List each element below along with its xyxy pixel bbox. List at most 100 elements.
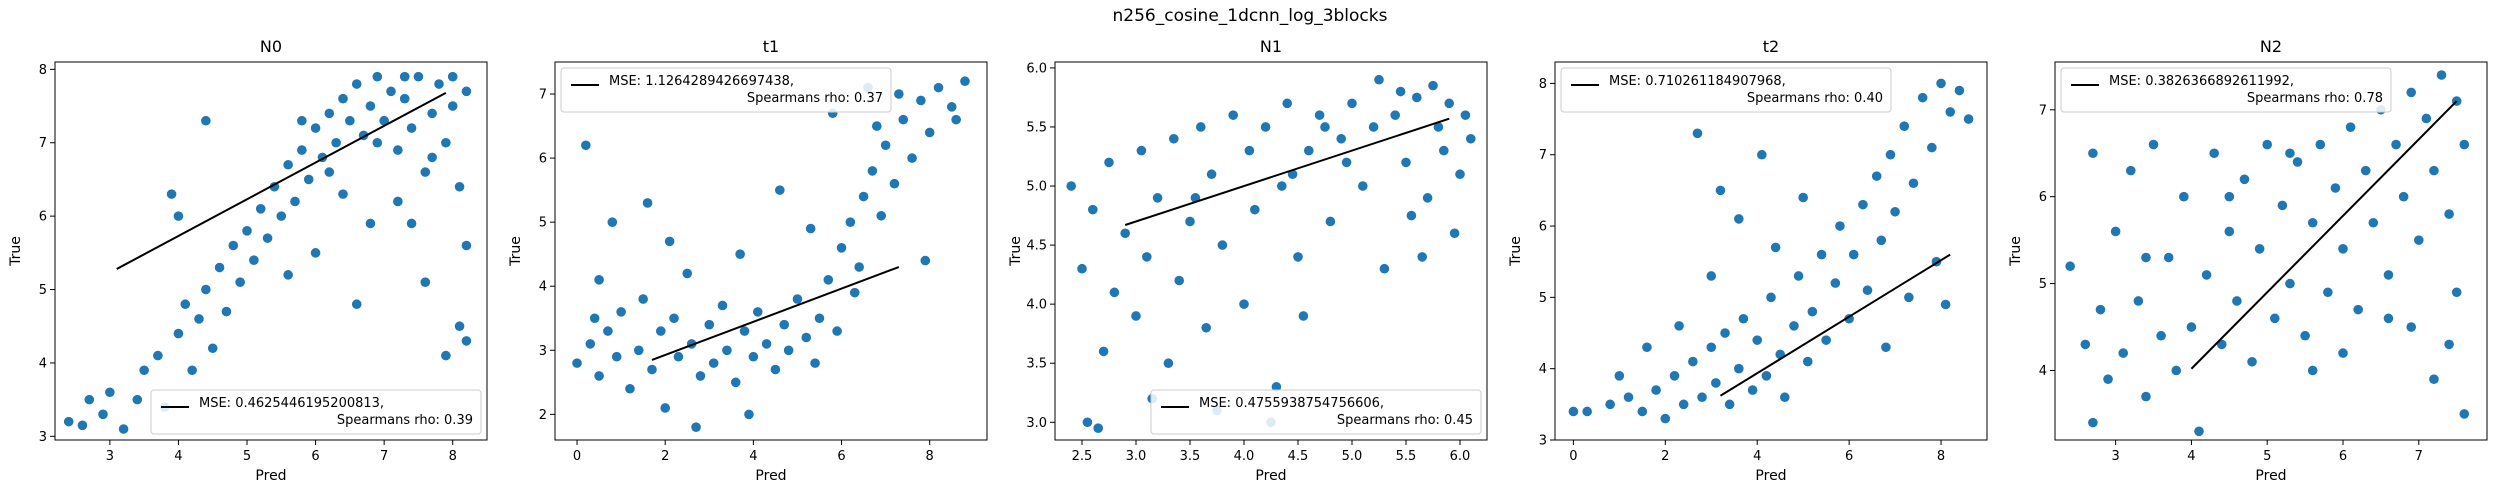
y-tick-label: 6 <box>539 152 547 167</box>
legend: MSE: 0.4755938754756606, Spearmans rho: 0… <box>1150 389 1482 435</box>
scatter-point <box>2413 235 2424 245</box>
scatter-point <box>297 145 307 155</box>
scatter-point <box>2179 191 2189 202</box>
scatter-point <box>2224 226 2235 237</box>
scatter-point <box>461 86 472 97</box>
scatter-point <box>221 306 232 317</box>
scatter-point <box>2141 391 2151 402</box>
scatter-point <box>673 351 684 362</box>
scatter-points <box>2065 70 2470 437</box>
scatter-point <box>1088 204 1098 215</box>
scatter-point <box>933 82 944 93</box>
scatter-point <box>420 167 431 177</box>
scatter-point <box>704 319 715 330</box>
scatter-point <box>1711 378 1721 388</box>
scatter-point <box>276 211 287 221</box>
scatter-point <box>63 416 74 427</box>
scatter-point <box>2262 139 2273 150</box>
scatter-point <box>871 121 882 131</box>
scatter-point <box>1885 149 1896 160</box>
scatter-point <box>633 345 644 356</box>
scatter-point <box>1239 299 1249 309</box>
subplot-t1: t1 0 2 4 6 8 2 3 4 5 6 7 Pred True MSE: 1.126428942669… <box>508 37 988 484</box>
scatter-point <box>447 101 458 111</box>
scatter-point <box>139 365 149 376</box>
scatter-point <box>880 140 891 151</box>
x-tick-label: 8 <box>1937 449 1945 464</box>
legend-box <box>1560 67 1892 113</box>
scatter-point <box>187 365 197 376</box>
scatter-point <box>324 108 335 119</box>
legend-rho: Spearmans rho: 0.37 <box>747 91 883 106</box>
scatter-point <box>616 307 626 317</box>
y-tick-label: 5 <box>39 283 47 298</box>
scatter-point <box>1734 214 1744 224</box>
legend-box <box>150 389 482 435</box>
legend-mse: MSE: 0.710261184907968, <box>1609 74 1786 89</box>
scatter-point <box>461 240 472 251</box>
axes-frame <box>2054 61 2488 441</box>
scatter-point <box>585 339 596 349</box>
scatter-point <box>2156 330 2166 341</box>
scatter-point <box>1881 342 1891 353</box>
scatter-point <box>2391 139 2401 150</box>
scatter-point <box>907 153 917 163</box>
y-tick-label: 6.0 <box>1026 61 1047 76</box>
scatter-point <box>1131 311 1141 321</box>
scatter-point <box>960 76 970 87</box>
scatter-point <box>2224 191 2235 202</box>
scatter-point <box>1802 356 1813 367</box>
scatter-point <box>2216 339 2227 350</box>
scatter-point <box>365 218 376 229</box>
y-tick-label: 7 <box>1539 148 1547 163</box>
scatter-point <box>98 409 108 420</box>
scatter-point <box>290 196 300 207</box>
scatter-point <box>2429 165 2439 176</box>
scatter-point <box>2406 87 2417 98</box>
scatter-point <box>1940 299 1951 310</box>
scatter-point <box>730 377 741 388</box>
scatter-point <box>898 114 909 125</box>
scatter-point <box>1917 92 1928 103</box>
x-tick-label: 4 <box>1753 449 1761 464</box>
scatter-point <box>132 394 143 405</box>
scatter-point <box>607 217 618 227</box>
scatter-point <box>1706 271 1717 281</box>
scatter-point <box>717 300 728 311</box>
scatter-point <box>1401 157 1411 168</box>
y-tick-label: 6 <box>2039 190 2047 205</box>
scatter-point <box>647 364 657 375</box>
scatter-point <box>1163 358 1174 369</box>
y-tick-label: 6 <box>39 210 47 225</box>
scatter-point <box>1206 169 1217 180</box>
scatter-point <box>399 93 410 104</box>
scatter-point <box>166 189 177 199</box>
scatter-point <box>1169 133 1179 144</box>
scatter-point <box>2383 313 2394 324</box>
scatter-point <box>77 420 88 431</box>
x-axis-label: Pred <box>2255 468 2286 484</box>
x-tick-label: 3 <box>2111 449 2119 464</box>
scatter-point <box>2368 217 2379 228</box>
scatter-point <box>792 294 803 304</box>
scatter-point <box>201 115 211 126</box>
scatter-point <box>638 294 648 304</box>
legend-mse: MSE: 0.4755938754756606, <box>1199 396 1384 411</box>
scatter-point <box>867 166 878 176</box>
scatter-point <box>2247 356 2257 367</box>
scatter-point <box>1779 392 1790 403</box>
scatter-point <box>1862 285 1873 296</box>
scatter-point <box>310 123 321 133</box>
scatter-point <box>1669 371 1680 381</box>
scatter-point <box>2095 304 2106 315</box>
scatter-point <box>2118 348 2129 358</box>
scatter-point <box>1738 313 1749 324</box>
scatter-point <box>1724 399 1735 410</box>
y-tick-label: 4 <box>39 356 47 371</box>
scatter-point <box>836 242 847 253</box>
scatter-point <box>1752 335 1763 345</box>
scatter-point <box>1304 145 1314 156</box>
scatter-point <box>1228 110 1238 120</box>
x-tick-label: 0 <box>1569 449 1577 464</box>
subplot-title: N0 <box>260 37 282 56</box>
